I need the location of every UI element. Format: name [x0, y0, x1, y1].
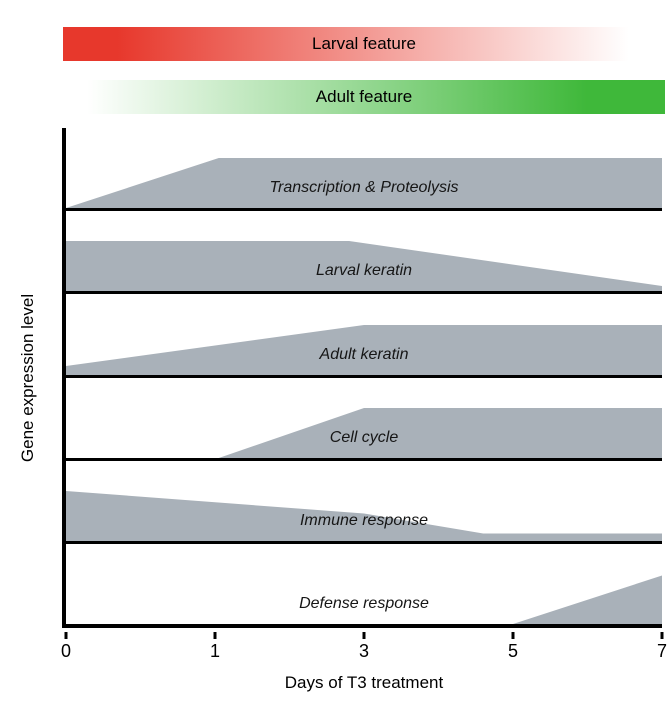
band-cell-cycle: Cell cycle: [66, 378, 662, 461]
band-label: Immune response: [299, 511, 429, 529]
larval-feature-bar: Larval feature: [63, 27, 665, 61]
x-tick-mark: [213, 632, 217, 639]
x-tick-label: 3: [358, 641, 370, 661]
x-tick-mark: [511, 632, 515, 639]
band-label: Defense response: [299, 595, 429, 613]
expression-area: [66, 575, 662, 625]
x-tick-label: 5: [507, 641, 519, 661]
x-tick-label: 1: [209, 641, 221, 661]
adult-feature-label: Adult feature: [315, 87, 413, 106]
x-axis-title: Days of T3 treatment: [284, 673, 444, 692]
x-tick-label: 0: [60, 641, 72, 661]
band-label: Transcription & Proteolysis: [269, 179, 459, 197]
expression-area: [66, 490, 662, 541]
band-transcription-proteolysis: Transcription & Proteolysis: [66, 128, 662, 212]
adult-feature-bar: Adult feature: [63, 80, 665, 114]
band-defense-response: Defense response: [66, 544, 662, 625]
larval-feature-label: Larval feature: [312, 34, 416, 53]
band-adult-keratin: Adult keratin: [66, 294, 662, 378]
band-immune-response: Immune response: [66, 461, 662, 544]
y-axis-label: Gene expression level: [18, 293, 37, 463]
expression-area: [66, 158, 662, 209]
expression-area: [66, 324, 662, 375]
band-larval-keratin: Larval keratin: [66, 211, 662, 295]
x-tick-mark: [660, 632, 664, 639]
band-label: Cell cycle: [329, 428, 399, 446]
expression-area: [66, 241, 662, 292]
x-tick-mark: [64, 632, 68, 639]
expression-area: [66, 407, 662, 458]
expression-bands: Transcription & Proteolysis Larval kerati…: [66, 128, 662, 625]
x-tick-mark: [362, 632, 366, 639]
plot-area: Transcription & Proteolysis Larval kerati…: [62, 128, 662, 628]
band-label: Larval keratin: [315, 262, 413, 280]
band-label: Adult keratin: [319, 345, 409, 363]
x-tick-label: 7: [656, 641, 668, 661]
x-axis-ticks: 0 1 3 5 7: [61, 632, 667, 664]
